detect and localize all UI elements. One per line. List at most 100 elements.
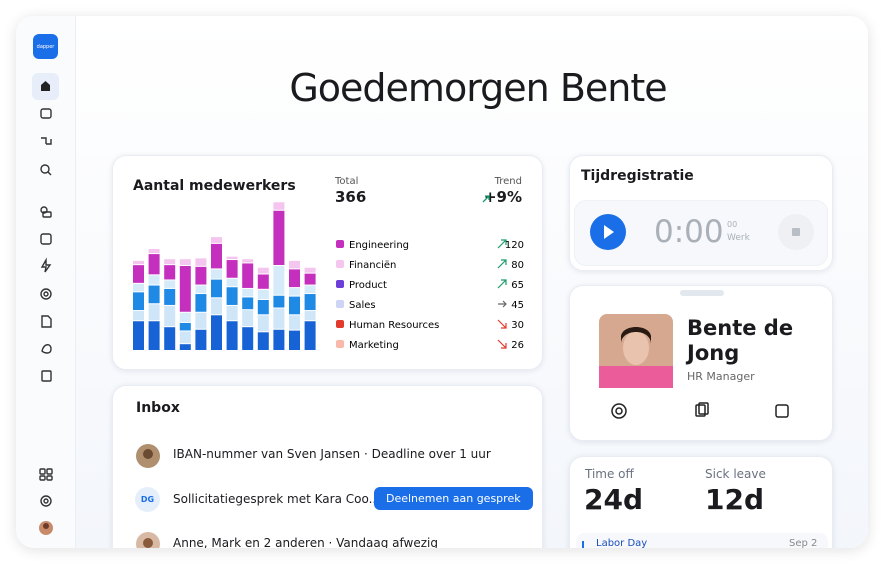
inbox-item[interactable]: Anne, Mark en 2 anderen · Vandaag afwezi… — [173, 536, 438, 548]
trend-arrow — [482, 195, 490, 203]
time-off-value: 24d — [584, 483, 644, 516]
bar-segment — [257, 332, 269, 350]
bar-segment — [257, 267, 269, 274]
card-title: Aantal medewerkers — [133, 178, 296, 194]
bar-segment — [226, 278, 238, 287]
bar-segment — [289, 269, 300, 288]
bar-segment — [133, 311, 144, 321]
bar-segment — [242, 263, 254, 288]
bar-segment — [195, 285, 207, 294]
event-date: Sep 2 — [789, 538, 818, 548]
profile-role: HR Manager — [687, 370, 755, 383]
bar-segment — [289, 296, 300, 315]
bar-segment — [304, 273, 316, 285]
profile-name: Bente de Jong — [687, 316, 794, 365]
timer-card: Tijdregistratie 0:00 00 Werk — [569, 155, 833, 271]
legend-value: 120 — [505, 240, 524, 251]
bar-segment — [257, 274, 269, 289]
employees-card: Aantal medewerkers Total 366 Trend +9% E… — [112, 155, 543, 370]
total-label: Total — [335, 176, 359, 187]
bar-segment — [179, 331, 191, 344]
sidebar-icons — [32, 73, 59, 535]
bar-segment — [257, 300, 269, 315]
bar-segment — [195, 329, 207, 350]
legend-trend — [498, 300, 507, 308]
legend-swatch — [336, 300, 344, 308]
time-off-label: Time off — [585, 467, 634, 481]
bar-segment — [226, 260, 238, 278]
play-button[interactable] — [589, 213, 629, 253]
bar-segment — [195, 258, 207, 266]
bar-segment — [211, 243, 222, 269]
join-button[interactable]: Deelnemen aan gesprek — [374, 487, 533, 510]
legend-trend — [497, 339, 507, 349]
sidebar: dapper — [16, 16, 76, 548]
inbox-item[interactable]: Sollicitatiegesprek met Kara Coo... — [173, 492, 381, 506]
sick-value: 12d — [705, 483, 765, 516]
timer-title: Tijdregistratie — [581, 168, 694, 184]
avatar-initials: DG — [135, 487, 160, 512]
bar-segment — [148, 321, 160, 350]
bar-segment — [195, 294, 207, 312]
bar-segment — [226, 305, 238, 321]
bar-segment — [164, 305, 176, 327]
bar-segment — [164, 265, 176, 280]
bar-segment — [179, 266, 191, 312]
legend-label: Financiën — [349, 260, 396, 271]
inbox-item[interactable]: IBAN-nummer van Sven Jansen · Deadline o… — [173, 447, 491, 461]
bar-segment — [133, 260, 144, 265]
bar-segment — [133, 321, 144, 350]
avatar — [136, 444, 160, 468]
legend-label: Engineering — [349, 240, 409, 251]
bar-segment — [242, 327, 254, 350]
trend-label: Trend — [494, 176, 522, 187]
bar-segment — [148, 285, 160, 304]
profile-photo — [599, 314, 673, 388]
trend-value: +9% — [483, 188, 522, 206]
legend-swatch — [336, 260, 344, 268]
bar-segment — [289, 288, 300, 296]
inbox-card: Inbox IBAN-nummer van Sven Jansen · Dead… — [112, 385, 543, 548]
bar-segment — [304, 321, 316, 350]
stop-button[interactable] — [777, 213, 817, 253]
bar-segment — [273, 308, 285, 329]
legend-value: 30 — [511, 320, 524, 331]
bar-segment — [211, 279, 222, 298]
bar-segment — [211, 298, 222, 315]
bar-segment — [242, 310, 254, 327]
bar-segment — [289, 315, 300, 330]
profile-card: Bente de Jong HR Manager — [569, 285, 833, 441]
bar-segment — [179, 259, 191, 265]
legend-label: Marketing — [349, 340, 399, 351]
legend-trend — [497, 279, 507, 289]
legend-label: Product — [349, 280, 387, 291]
bar-segment — [257, 289, 269, 299]
employee-chart: Engineering 120 Financiën 80 Product 65 Sales 4… — [133, 202, 524, 351]
bar-segment — [273, 266, 285, 295]
bar-segment — [242, 297, 254, 310]
bar-segment — [148, 275, 160, 285]
sick-label: Sick leave — [705, 467, 766, 481]
bar-segment — [195, 312, 207, 329]
legend-value: 26 — [511, 340, 524, 351]
bar-segment — [211, 315, 222, 350]
bar-segment — [179, 322, 191, 331]
bar-segment — [133, 292, 144, 311]
legend-swatch — [336, 240, 344, 248]
logo[interactable]: dapper — [33, 34, 58, 59]
bar-segment — [304, 267, 316, 273]
bar-segment — [164, 280, 176, 288]
bar-segment — [226, 256, 238, 260]
legend-swatch — [336, 340, 344, 348]
total-value: 366 — [335, 188, 367, 206]
bar-segment — [148, 249, 160, 254]
bar-segment — [273, 210, 285, 265]
bar-segment — [133, 283, 144, 292]
bar-segment — [211, 237, 222, 243]
legend-value: 80 — [511, 260, 524, 271]
bar-segment — [242, 259, 254, 263]
bar-segment — [164, 327, 176, 350]
card-handle — [680, 290, 724, 296]
legend-swatch — [336, 320, 344, 328]
